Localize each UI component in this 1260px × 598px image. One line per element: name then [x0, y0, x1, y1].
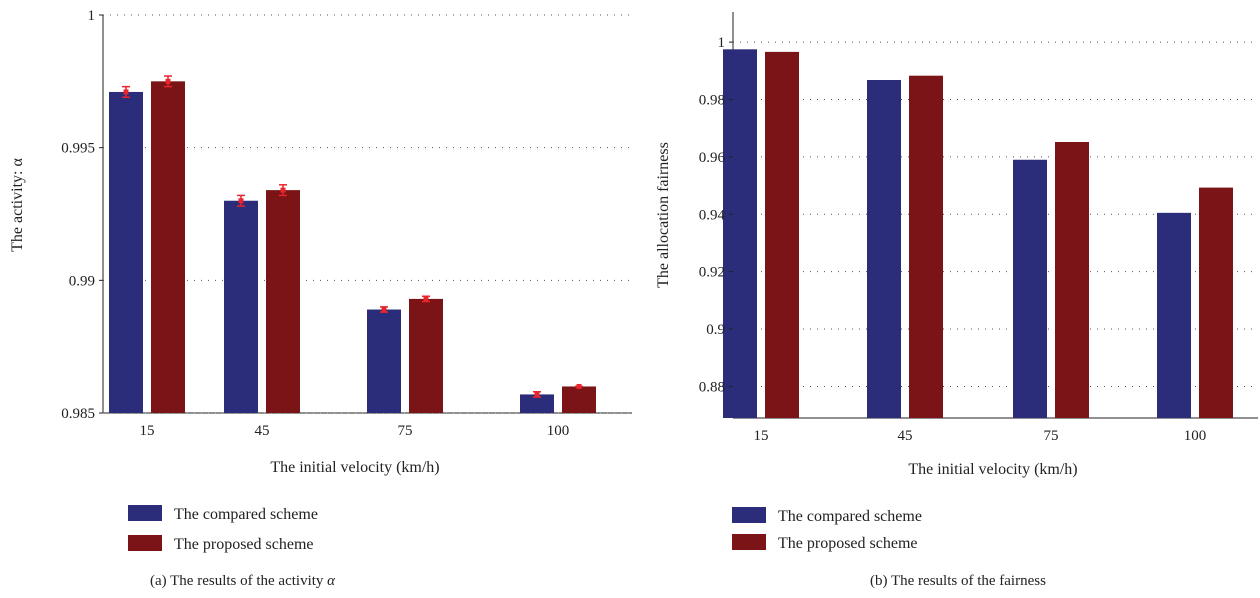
a-y-tick-label: 0.995: [61, 141, 95, 157]
chart-b-y-ticks: 0.88 0.9 0.92 0.94 0.96 0.98 1: [699, 35, 733, 395]
chart-a-error-bars: [122, 75, 583, 398]
a-error-bar: [122, 85, 130, 99]
a-bar-proposed-15: [151, 81, 185, 413]
a-x-tick-label: 15: [140, 423, 155, 439]
a-bar-compared-45: [224, 200, 258, 413]
chart-a-caption: (a) The results of the activity α: [150, 573, 336, 589]
a-bar-proposed-45: [266, 190, 300, 413]
b-y-tick-label: 1: [718, 35, 726, 51]
b-y-tick-label: 0.96: [699, 150, 726, 166]
chart-a-bars: [109, 81, 596, 414]
b-bar-compared-45: [867, 80, 901, 419]
chart-a-legend-swatch-proposed: [128, 535, 162, 551]
b-bar-compared-75: [1013, 159, 1047, 418]
b-x-tick-label: 100: [1184, 428, 1207, 444]
chart-a-legend: The compared scheme The proposed scheme: [128, 505, 318, 553]
b-bar-proposed-100: [1199, 187, 1233, 418]
a-bar-compared-100: [520, 394, 554, 413]
chart-a-x-axis-label: The initial velocity (km/h): [270, 459, 439, 476]
chart-b-x-axis-label: The initial velocity (km/h): [908, 461, 1077, 478]
a-bar-compared-75: [367, 309, 401, 413]
chart-b-legend: The compared scheme The proposed scheme: [732, 507, 922, 552]
a-error-bar: [422, 295, 430, 303]
a-error-bar: [237, 194, 245, 207]
a-bar-compared-15: [109, 91, 143, 414]
a-y-tick-label: 1: [88, 8, 96, 24]
a-bar-proposed-75: [409, 298, 443, 413]
a-y-tick-label: 0.985: [61, 406, 95, 422]
chart-a-y-ticks: 0.985 0.99 0.995 1: [61, 8, 103, 422]
chart-a-y-axis-label: The activity: α: [9, 158, 26, 252]
chart-b-legend-label-proposed: The proposed scheme: [778, 535, 918, 552]
b-bar-proposed-75: [1055, 141, 1089, 418]
b-bar-proposed-45: [909, 75, 943, 419]
b-y-tick-label: 0.92: [699, 265, 725, 281]
chart-a-x-ticks: 15 45 75 100: [140, 423, 570, 439]
chart-b-x-ticks: 15 45 75 100: [754, 428, 1207, 444]
chart-b-legend-swatch-compared: [732, 507, 766, 523]
a-error-bar: [575, 383, 583, 389]
b-x-tick-label: 75: [1044, 428, 1059, 444]
a-x-tick-label: 100: [547, 423, 570, 439]
a-x-tick-label: 75: [398, 423, 413, 439]
chart-a-legend-label-compared: The compared scheme: [174, 506, 318, 523]
a-error-bar: [279, 184, 287, 197]
chart-a-caption-symbol: α: [327, 573, 336, 589]
chart-a: 0.985 0.99 0.995 1 15 45 75 100 The initial ve…: [9, 8, 632, 589]
b-y-tick-label: 0.9: [706, 322, 725, 338]
b-x-tick-label: 45: [898, 428, 913, 444]
chart-a-caption-text: (a) The results of the activity: [150, 573, 327, 589]
chart-b-y-axis-label: The allocation fairness: [655, 142, 672, 288]
a-x-tick-label: 45: [255, 423, 270, 439]
chart-b-bars: [723, 49, 1233, 419]
b-bar-compared-100: [1157, 212, 1191, 418]
a-bar-proposed-100: [562, 386, 596, 413]
chart-a-legend-swatch-compared: [128, 505, 162, 521]
a-y-tick-label: 0.99: [69, 273, 95, 289]
b-bar-proposed-15: [765, 51, 799, 418]
b-y-tick-label: 0.88: [699, 379, 725, 395]
chart-b-caption: (b) The results of the fairness: [870, 573, 1046, 589]
chart-a-legend-label-proposed: The proposed scheme: [174, 536, 314, 553]
a-error-bar: [533, 391, 541, 398]
b-bar-compared-15: [723, 49, 757, 418]
b-y-tick-label: 0.98: [699, 93, 725, 109]
chart-b-legend-label-compared: The compared scheme: [778, 508, 922, 525]
b-y-tick-label: 0.94: [699, 207, 726, 223]
a-error-bar: [164, 75, 172, 88]
chart-b-legend-swatch-proposed: [732, 534, 766, 550]
b-x-tick-label: 15: [754, 428, 769, 444]
a-error-bar: [380, 306, 388, 313]
chart-b: 0.88 0.9 0.92 0.94 0.96 0.98 1 15 45 75 100 The i…: [655, 12, 1258, 589]
